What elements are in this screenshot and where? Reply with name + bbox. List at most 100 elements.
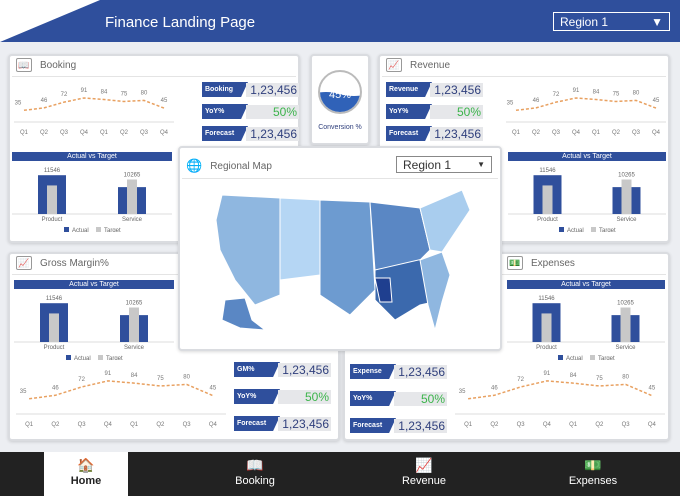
bar-value-label: 11546 xyxy=(46,296,63,302)
actual-vs-target-title: Actual vs Target xyxy=(12,152,172,161)
legend-target-swatch xyxy=(98,355,103,360)
kpi-label: YoY% xyxy=(350,391,396,406)
map-region-west[interactable] xyxy=(215,194,281,306)
data-label: 45 xyxy=(210,386,217,392)
x-tick-label: Q3 xyxy=(622,422,631,428)
x-tick-label: Q1 xyxy=(464,422,473,428)
chevron-down-icon: ▼ xyxy=(651,14,663,29)
legend-actual-swatch xyxy=(559,227,564,232)
actual-vs-target-title: Actual vs Target xyxy=(507,280,665,289)
nav-home[interactable]: 🏠 Home xyxy=(44,452,128,496)
category-label: Product xyxy=(42,217,63,223)
nav-expenses[interactable]: 💵 Expenses xyxy=(551,452,635,496)
gross_margin-title: Gross Margin% xyxy=(40,257,109,269)
x-tick-label: Q2 xyxy=(40,130,49,136)
kpi-label: Forecast xyxy=(350,418,396,433)
legend-target-swatch xyxy=(590,355,595,360)
nav-label: Expenses xyxy=(568,475,618,487)
trend-line xyxy=(468,380,653,400)
bar-target xyxy=(127,179,137,214)
bar-target xyxy=(542,185,553,214)
legend-target-swatch xyxy=(96,227,101,232)
header-decoration xyxy=(0,0,100,42)
map-header: 🌐 Regional Map xyxy=(186,158,272,174)
map-region-select[interactable]: Region 1 ▼ xyxy=(396,156,492,173)
data-label: 91 xyxy=(573,88,580,94)
money-icon: 💵 xyxy=(507,256,523,270)
map-region-plains[interactable] xyxy=(319,199,376,316)
map-region-alaska[interactable] xyxy=(221,297,267,331)
chevron-down-icon: ▼ xyxy=(477,160,485,169)
bar-value-label: 10265 xyxy=(126,301,143,307)
data-label: 91 xyxy=(81,88,88,94)
data-label: 45 xyxy=(649,386,656,392)
kpi-expense: Expense 1,23,456 xyxy=(350,364,447,379)
kpi-label: Revenue xyxy=(386,82,432,97)
nav-revenue[interactable]: 📈 Revenue xyxy=(382,452,466,496)
x-tick-label: Q2 xyxy=(532,130,541,136)
globe-icon: 🌐 xyxy=(186,158,203,173)
trend-line-chart: 35 Q1 46 Q2 72 Q3 91 Q4 84 Q1 75 Q2 80 Q3 45 Q4 xyxy=(14,88,174,136)
kpi-value: 50% xyxy=(246,105,299,119)
data-label: 80 xyxy=(141,90,148,96)
legend-actual: Actual xyxy=(74,356,91,360)
legend-actual: Actual xyxy=(566,356,583,360)
x-tick-label: Q1 xyxy=(512,130,521,136)
data-label: 46 xyxy=(52,385,59,391)
x-tick-label: Q2 xyxy=(120,130,129,136)
bar-value-label: 11546 xyxy=(538,296,555,302)
map-title: Regional Map xyxy=(210,160,272,172)
map-region-northeast[interactable] xyxy=(419,189,471,253)
legend-target: Target xyxy=(598,356,615,360)
kpi-value: 50% xyxy=(430,105,483,119)
header: Finance Landing Page Region 1 ▼ xyxy=(0,0,680,42)
bar-target xyxy=(541,313,552,342)
bar-value-label: 11546 xyxy=(44,168,61,174)
bar-value-label: 10265 xyxy=(618,173,635,179)
book-icon: 📖 xyxy=(16,58,32,72)
regional-map-card: 🌐 Regional Map Region 1 ▼ xyxy=(178,146,502,351)
x-tick-label: Q3 xyxy=(140,130,149,136)
divider xyxy=(12,274,336,275)
map-region-mississippi[interactable] xyxy=(374,277,393,303)
legend-actual: Actual xyxy=(567,228,584,232)
data-label: 75 xyxy=(121,92,128,98)
actual-vs-target-title: Actual vs Target xyxy=(14,280,174,289)
trend-line-chart: 35 Q1 46 Q2 72 Q3 91 Q4 84 Q1 75 Q2 80 Q3 45 Q4 xyxy=(455,371,665,428)
bottom-nav: 🏠 Home 📖 Booking 📈 Revenue 💵 Expenses xyxy=(0,452,680,496)
legend-target: Target xyxy=(106,356,123,360)
data-label: 46 xyxy=(491,385,498,391)
data-label: 45 xyxy=(161,98,168,104)
kpi-label: Booking xyxy=(202,82,248,97)
x-tick-label: Q2 xyxy=(595,422,604,428)
data-label: 80 xyxy=(622,374,629,380)
map-region-select-value: Region 1 xyxy=(403,157,452,172)
category-label: Service xyxy=(122,217,143,223)
nav-booking[interactable]: 📖 Booking xyxy=(213,452,297,496)
map-region-mountain[interactable] xyxy=(279,197,321,281)
data-label: 91 xyxy=(105,371,112,377)
data-label: 75 xyxy=(157,376,164,382)
kpi-forecast: Forecast 1,23,456 xyxy=(202,126,299,141)
us-map[interactable] xyxy=(180,180,500,350)
actual-vs-target-chart: 11546 Product 10265 Service Actual Target xyxy=(508,168,666,232)
kpi-label: Forecast xyxy=(202,126,248,141)
bar-value-label: 10265 xyxy=(124,173,141,179)
x-tick-label: Q3 xyxy=(78,422,87,428)
x-tick-label: Q1 xyxy=(130,422,139,428)
region-select[interactable]: Region 1 ▼ xyxy=(553,12,670,31)
x-tick-label: Q3 xyxy=(517,422,526,428)
chart-up-icon: 📈 xyxy=(16,256,32,270)
legend-actual-swatch xyxy=(64,227,69,232)
chart-up-icon: 📈 xyxy=(415,457,433,473)
data-label: 91 xyxy=(544,371,551,377)
kpi-value: 1,23,456 xyxy=(246,83,299,97)
book-icon: 📖 xyxy=(246,457,264,473)
conversion-label: Conversion % xyxy=(318,124,362,131)
trend-line xyxy=(515,97,657,112)
home-icon: 🏠 xyxy=(77,457,95,473)
category-label: Service xyxy=(615,345,636,351)
actual-vs-target-chart: 11546 Product 10265 Service Actual Target xyxy=(12,168,172,232)
data-label: 84 xyxy=(101,90,108,96)
data-label: 84 xyxy=(570,373,577,379)
